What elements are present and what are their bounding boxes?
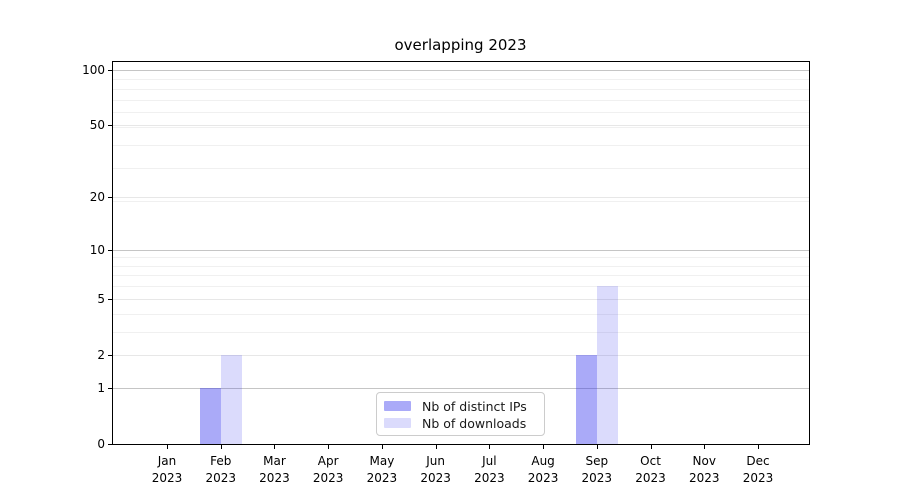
gridline-major-strong xyxy=(112,249,809,251)
gridline-minor xyxy=(112,313,809,315)
x-tick-mark xyxy=(489,445,491,449)
gridline-minor xyxy=(112,112,809,114)
x-tick-mark xyxy=(274,445,276,449)
y-tick-mark xyxy=(108,249,112,251)
y-tick-label: 100 xyxy=(82,63,105,77)
plot-spine-bottom xyxy=(112,444,810,445)
y-tick-mark xyxy=(108,125,112,127)
x-tick-mark xyxy=(381,445,383,449)
bar-distinct-ips-feb xyxy=(199,387,221,444)
x-tick-mark xyxy=(328,445,330,449)
bar-downloads-feb xyxy=(220,354,242,444)
gridline-major-strong xyxy=(112,387,809,389)
x-tick-mark xyxy=(167,445,168,449)
x-tick-label: Dec 2023 xyxy=(742,454,774,485)
gridline-minor xyxy=(112,79,809,81)
x-tick-mark xyxy=(758,445,759,449)
y-tick-mark xyxy=(108,354,112,356)
x-tick-mark xyxy=(704,445,706,449)
x-tick-label: Feb 2023 xyxy=(205,454,236,485)
legend-item-downloads: Nb of downloads xyxy=(384,415,536,431)
y-tick-label: 5 xyxy=(97,291,105,306)
gridline-major xyxy=(112,197,809,199)
plot-spine-right xyxy=(809,61,810,445)
plot-area: 0 1 2 5 10 20 50 100 Jan 2023 Feb 2023 Mar 2023 Ap… xyxy=(82,61,809,485)
x-tick-mark xyxy=(650,445,652,449)
gridline-minor xyxy=(112,331,809,333)
chart-title: overlapping 2023 xyxy=(394,36,527,54)
x-tick-label: May 2023 xyxy=(366,454,398,485)
gridline-minor xyxy=(112,168,809,170)
gridline-major xyxy=(112,125,809,127)
x-tick-label: Jul 2023 xyxy=(474,454,505,485)
x-tick-label: Apr 2023 xyxy=(312,454,344,485)
x-tick-label: Jun 2023 xyxy=(420,454,451,485)
x-tick-label: Aug 2023 xyxy=(527,454,559,485)
y-tick-label: 10 xyxy=(89,242,105,257)
gridline-major-strong xyxy=(112,70,809,71)
x-tick-mark xyxy=(596,445,598,449)
x-tick-label: Sep 2023 xyxy=(581,454,613,485)
x-tick-mark xyxy=(435,445,437,449)
x-tick-label: Mar 2023 xyxy=(259,454,290,485)
legend-label-downloads: Nb of downloads xyxy=(422,415,527,431)
y-tick-label: 50 xyxy=(89,118,105,133)
y-tick-mark xyxy=(108,444,112,445)
gridline-minor xyxy=(112,275,809,277)
y-tick-label: 0 xyxy=(97,437,105,451)
gridline-minor xyxy=(112,126,809,128)
gridline-minor xyxy=(112,88,809,90)
legend-swatch-downloads xyxy=(384,418,411,428)
x-tick-mark xyxy=(543,445,545,449)
legend-item-distinct-ips: Nb of distinct IPs xyxy=(384,398,536,414)
x-tick-mark xyxy=(220,445,222,449)
gridline-minor xyxy=(112,257,809,259)
legend-label-distinct-ips: Nb of distinct IPs xyxy=(422,398,527,414)
gridline-major xyxy=(112,354,809,356)
y-tick-mark xyxy=(108,298,112,300)
legend-swatch-distinct-ips xyxy=(384,401,411,411)
bar-distinct-ips-sep xyxy=(575,354,597,444)
gridline-minor xyxy=(112,286,809,288)
gridline-major xyxy=(112,298,809,300)
gridline-minor xyxy=(112,265,809,267)
y-tick-mark xyxy=(108,387,112,389)
y-tick-label: 1 xyxy=(97,380,105,395)
gridline-minor xyxy=(112,145,809,147)
x-tick-label: Oct 2023 xyxy=(635,454,666,485)
legend: Nb of distinct IPs Nb of downloads xyxy=(376,392,545,436)
plot-spine-top xyxy=(112,61,810,62)
y-tick-label: 2 xyxy=(97,347,105,362)
x-tick-label: Jan 2023 xyxy=(151,454,183,485)
gridline-minor xyxy=(112,99,809,101)
y-tick-mark xyxy=(108,197,112,199)
gridline-minor xyxy=(112,201,809,203)
y-tick-mark xyxy=(108,70,112,71)
bar-downloads-sep xyxy=(596,286,618,444)
y-tick-label: 20 xyxy=(89,190,105,205)
x-tick-label: Nov 2023 xyxy=(688,454,720,485)
plot-spine-left xyxy=(112,61,113,445)
